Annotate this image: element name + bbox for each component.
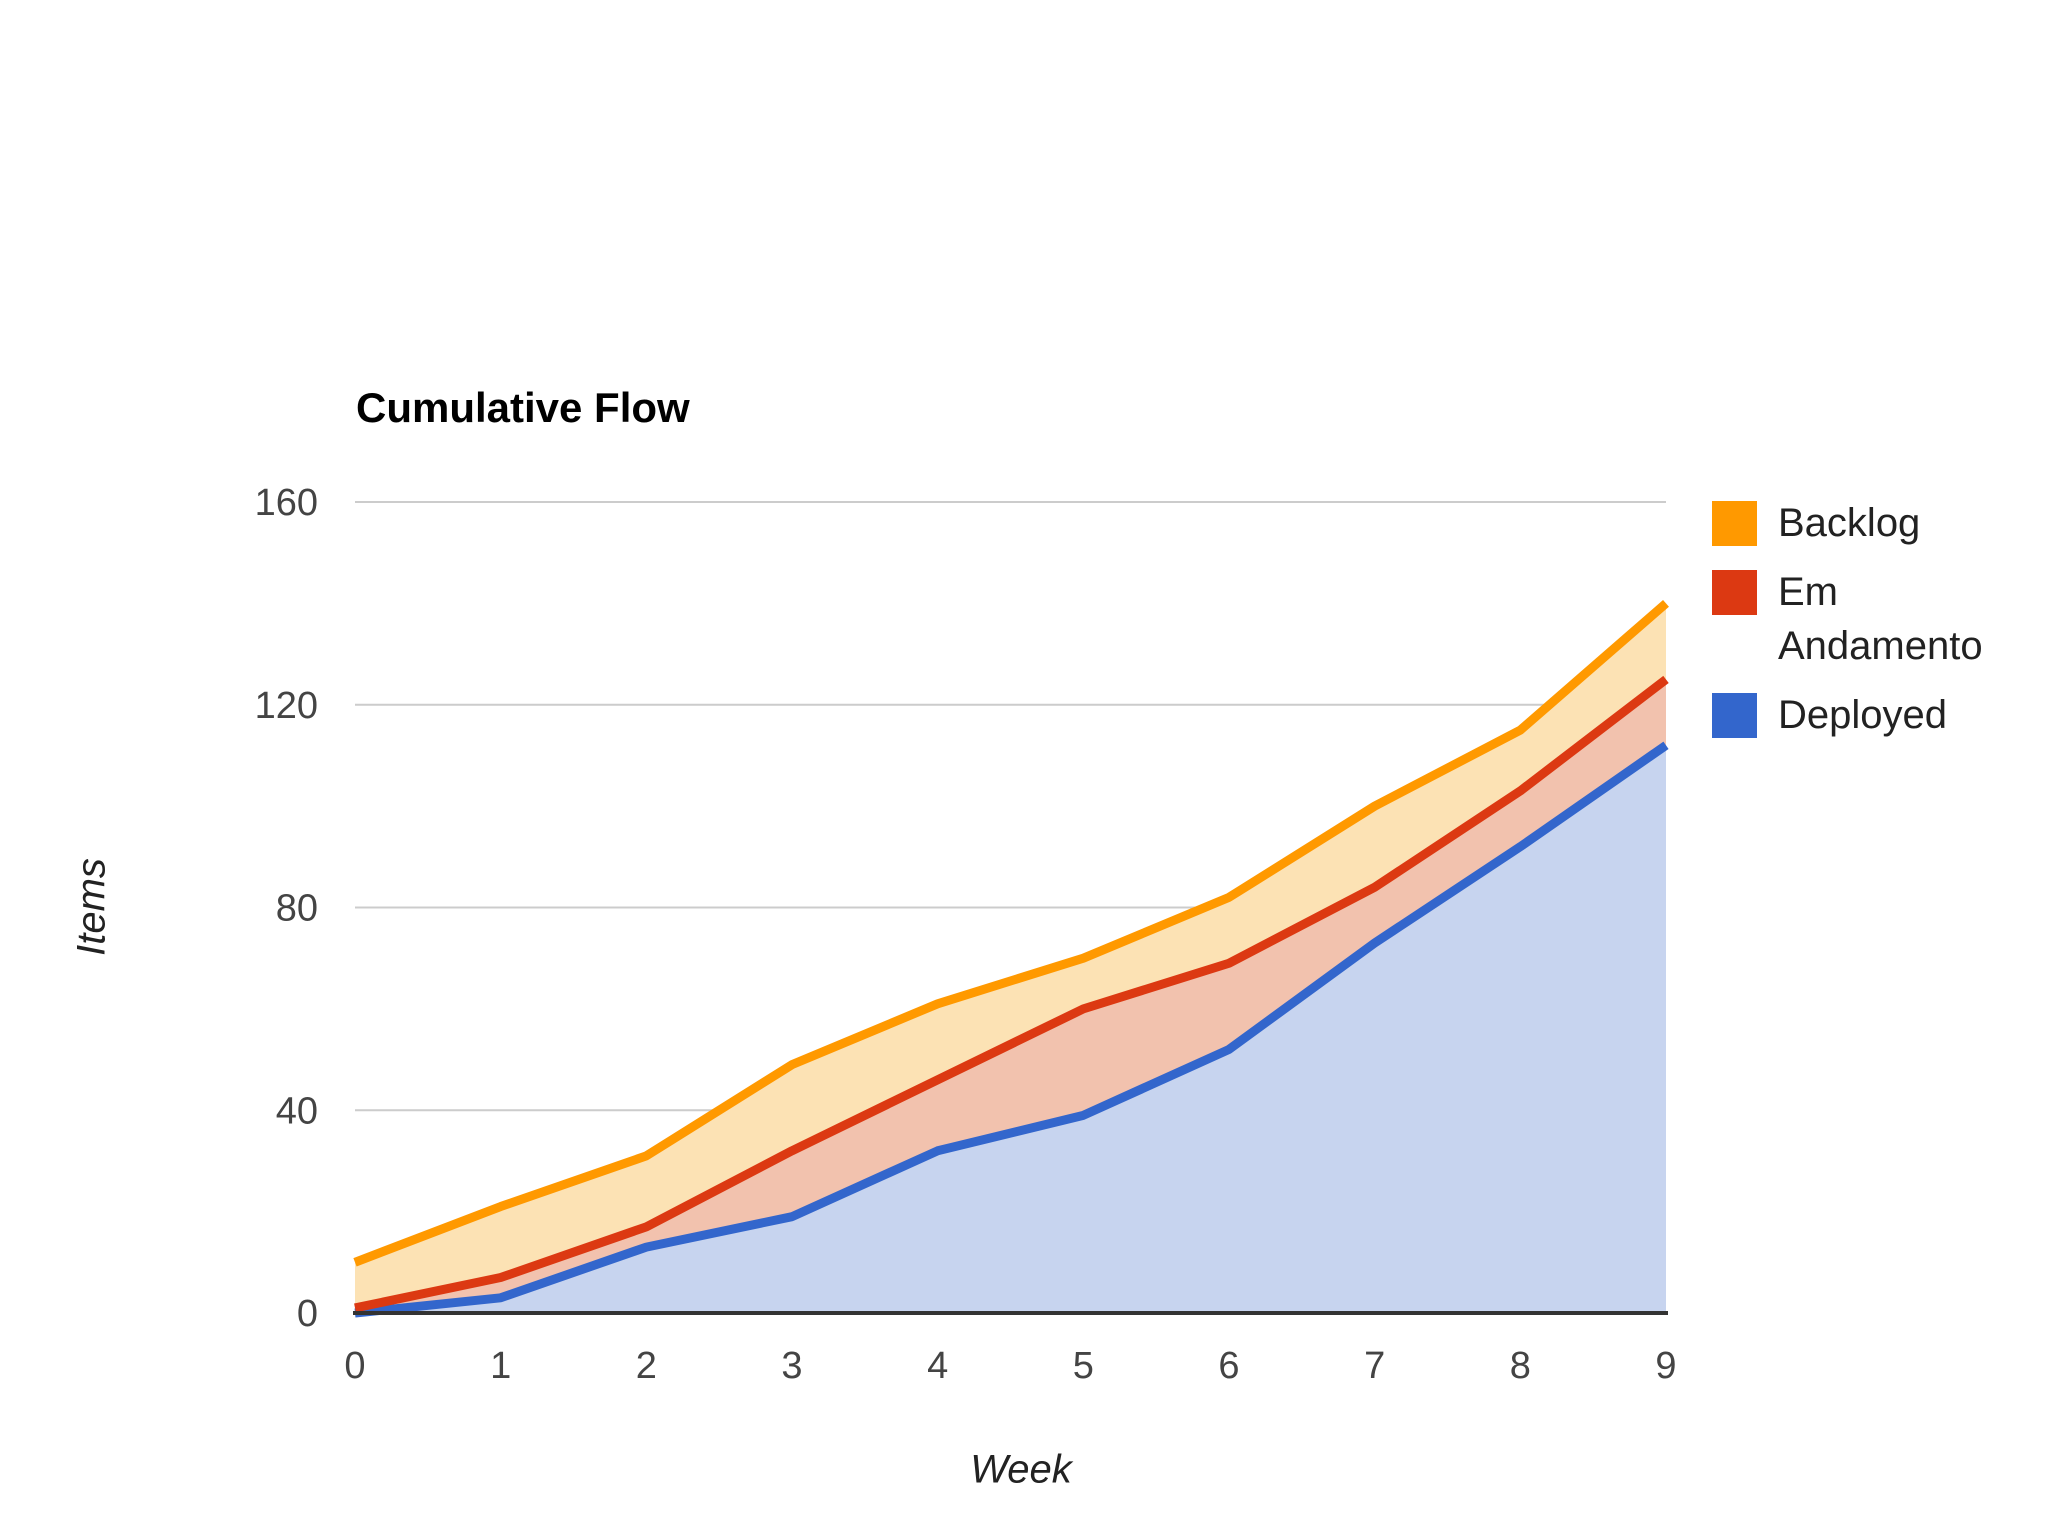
- x-tick-label-7: 7: [1364, 1345, 1385, 1387]
- legend-item-deployed: Deployed: [1712, 688, 1962, 742]
- x-tick-label-2: 2: [636, 1345, 657, 1387]
- line-deployed: [354, 741, 1669, 1318]
- y-tick-label-80: 80: [276, 888, 318, 930]
- y-tick-label-40: 40: [276, 1090, 318, 1132]
- x-tick-label-5: 5: [1073, 1345, 1094, 1387]
- x-tick-label-0: 0: [344, 1345, 365, 1387]
- legend-swatch-deployed: [1712, 693, 1757, 738]
- area-backlog: [355, 603, 1666, 1308]
- legend-swatch-backlog: [1712, 501, 1757, 546]
- x-tick-label-3: 3: [781, 1345, 802, 1387]
- x-tick-label-4: 4: [927, 1345, 948, 1387]
- chart-title: Cumulative Flow: [356, 384, 690, 431]
- legend-item-backlog: Backlog: [1712, 496, 1962, 550]
- y-tick-label-120: 120: [255, 685, 318, 727]
- legend-label-deployed: Deployed: [1778, 693, 1948, 737]
- x-tick-label-1: 1: [490, 1345, 511, 1387]
- y-tick-label-0: 0: [297, 1293, 318, 1335]
- legend-label-em-andamento: Em Andamento: [1778, 570, 1983, 668]
- legend: Backlog Em Andamento Deployed: [1712, 496, 1983, 742]
- legend-item-em-andamento: Em Andamento: [1712, 565, 1983, 673]
- legend-swatch-em-andamento: [1712, 570, 1757, 615]
- x-axis-title: Week: [970, 1447, 1072, 1492]
- x-tick-label-8: 8: [1510, 1345, 1531, 1387]
- line-backlog: [353, 599, 1669, 1267]
- line-em-andamento: [354, 675, 1669, 1313]
- y-tick-label-160: 160: [255, 482, 318, 524]
- x-tick-label-9: 9: [1655, 1345, 1676, 1387]
- area-deployed: [355, 745, 1666, 1313]
- x-tick-label-6: 6: [1218, 1345, 1239, 1387]
- legend-label-backlog: Backlog: [1778, 501, 1921, 545]
